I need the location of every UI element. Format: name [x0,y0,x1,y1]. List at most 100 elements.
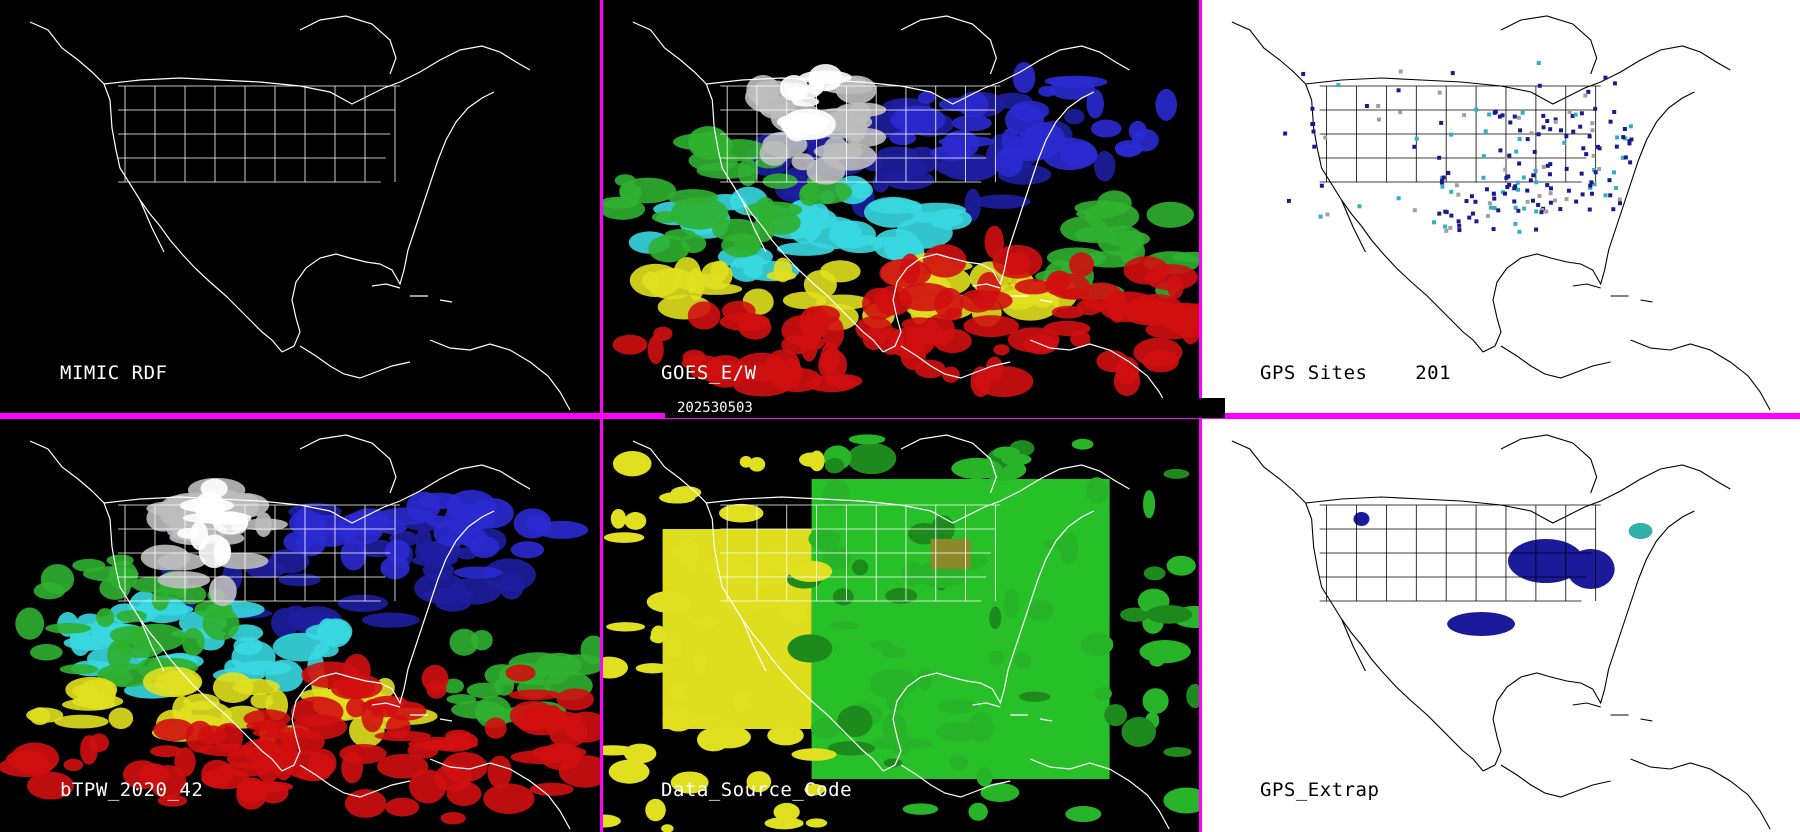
source-yellow-patch [671,546,693,558]
gps-site-marker [1496,208,1501,213]
coastline [281,91,495,353]
gps-site-marker [1608,193,1613,198]
gps-site-marker [1286,198,1291,203]
tpw-gray-dry-area [813,143,864,160]
source-green-patch [881,646,907,659]
coastline [741,618,767,672]
tpw-red-band [433,764,473,792]
tpw-red-band [27,771,74,800]
gps-site-marker [1579,111,1584,116]
tpw-green-band [696,162,756,179]
tpw-yellow-band [710,260,729,282]
coastline [371,702,453,722]
gps-site-marker [1628,160,1633,165]
gps-site-marker [1464,199,1469,204]
tpw-red-band [243,709,291,728]
tpw-green-band [664,229,696,240]
source-green-patch [851,559,869,576]
source-green-patch [937,699,979,714]
gps-site-marker [1558,207,1563,212]
coastline [1341,618,1366,672]
extrap-blue-region [1447,612,1515,636]
gps-site-marker [1283,131,1288,136]
source-yellow-patch [791,748,837,761]
coastline [706,464,1130,524]
coastline [281,510,495,772]
gps-site-marker [1592,182,1597,187]
tpw-blue-band [1094,150,1116,182]
gps-site-marker [1325,212,1330,217]
extrap-teal-region [1628,523,1653,539]
tpw-red-band [341,751,363,784]
tpw-red-band [901,317,939,332]
gps-site-marker [1603,193,1608,198]
extrap-blue-region [1507,539,1584,583]
gps-site-marker [1440,184,1445,189]
tpw-red-band [330,676,376,700]
tpw-red-band [820,342,840,376]
source-field [603,434,1199,832]
tpw-red-band [647,335,664,365]
gps-site-marker [1448,225,1453,230]
tpw-red-band [487,755,512,789]
gps-site-markers [1283,61,1634,234]
tpw-red-band [236,780,294,793]
tpw-red-band [290,696,344,728]
gps-site-marker [1398,69,1403,74]
source-green-patch [830,621,860,630]
tpw-green-band [33,582,66,600]
coastline [1630,758,1771,830]
gps-site-marker [1323,135,1328,140]
gps-site-marker [1613,186,1618,191]
source-green-patch [1143,566,1166,581]
gps-site-marker [1507,182,1512,187]
source-green-patch [1085,477,1109,504]
map-goes-ew [603,15,1199,411]
gps-site-marker [1516,115,1521,120]
gps-site-marker [1473,199,1478,204]
gps-site-marker [1559,128,1564,133]
source-green-patch [1186,683,1199,709]
coastline [632,21,884,353]
gps-site-marker [1377,117,1381,122]
tpw-yellow-band [142,666,203,698]
tpw-blue-band [1064,108,1085,125]
source-yellow-patch [788,560,833,582]
gps-site-marker [1512,199,1517,204]
gps-site-marker [1310,106,1315,111]
gps-site-marker [1564,197,1569,202]
tpw-green-band [449,628,479,656]
tpw-blue-band [271,607,299,638]
gps-site-marker [1553,119,1558,124]
gps-site-marker [1503,167,1508,172]
gps-site-marker [1506,174,1511,179]
source-green-patch [1139,639,1191,664]
tpw-red-band [374,730,432,742]
gps-site-marker [1627,141,1632,146]
tpw-gray-dry-area [179,498,235,513]
tpw-red-band [1107,289,1127,323]
tpw-red-band [421,664,449,693]
tpw-red-band [556,688,594,711]
gps-site-marker [1545,163,1550,168]
source-green-patch [871,736,911,750]
tpw-red-band [612,334,648,355]
tpw-green-band [116,610,147,623]
source-green-patch [848,434,886,445]
tpw-blue-band [890,105,946,135]
tpw-green-band [619,184,642,202]
tpw-gray-dry-area [806,157,846,185]
gps-site-marker [1534,227,1539,232]
tpw-blue-band [417,492,462,510]
tpw-red-band [80,735,98,765]
gps-site-marker [1618,201,1622,206]
source-green-patch [808,528,841,550]
gps-site-marker [1536,61,1541,66]
tpw-red-band [346,697,367,718]
tpw-green-band [96,663,156,688]
coastline [632,440,884,772]
source-green-patch [989,606,1002,630]
gps-site-marker [1493,109,1498,114]
coastline [1305,45,1731,105]
gps-site-marker [1414,136,1419,141]
